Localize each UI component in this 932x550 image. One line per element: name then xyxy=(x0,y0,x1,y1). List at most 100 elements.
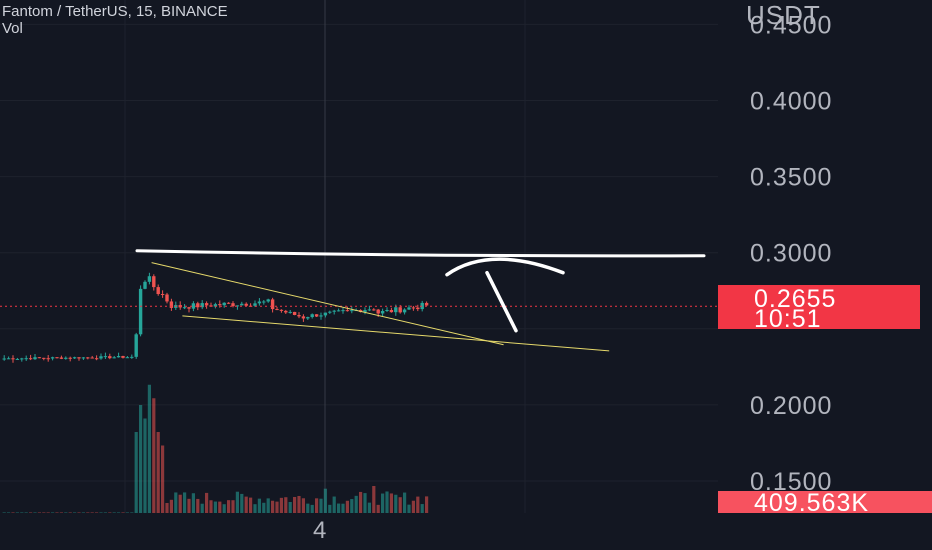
volume-bar xyxy=(420,504,424,513)
candle-body xyxy=(314,314,319,317)
candle-body xyxy=(37,357,42,359)
volume-bar xyxy=(218,501,222,513)
candle-body xyxy=(99,356,103,359)
candle-body xyxy=(226,302,231,304)
candle-body xyxy=(266,299,270,302)
volume-bar xyxy=(51,512,55,513)
lower-trendline xyxy=(182,315,610,352)
candle-body xyxy=(275,309,279,311)
candle-body xyxy=(341,310,345,312)
candle-body xyxy=(416,307,420,310)
candle-body xyxy=(332,310,336,312)
volume-bar xyxy=(7,512,11,513)
volume-bar xyxy=(262,502,266,513)
volume-bar xyxy=(297,495,301,513)
candle-body xyxy=(363,310,367,312)
volume-bar xyxy=(332,496,336,513)
candle-body xyxy=(33,357,37,360)
volume-bar xyxy=(15,512,19,513)
candle-body xyxy=(103,356,108,358)
candle-body xyxy=(284,310,288,313)
volume-bar xyxy=(376,504,380,513)
volume-bar xyxy=(235,491,239,513)
volume-bar xyxy=(90,512,94,513)
user-drawings xyxy=(0,249,718,352)
bar-countdown: 10:51 xyxy=(754,305,822,333)
candle-body xyxy=(270,299,275,310)
volume-indicator-label[interactable]: Vol xyxy=(2,20,23,37)
candle-body xyxy=(292,311,297,316)
candle-body xyxy=(336,310,341,312)
volume-bar xyxy=(306,503,310,513)
volume-bar xyxy=(389,493,393,513)
candle-body xyxy=(64,357,68,359)
volume-bar xyxy=(213,501,217,513)
volume-bar xyxy=(183,492,187,513)
volume-bar xyxy=(161,445,165,513)
volume-bar xyxy=(134,432,138,513)
volume-bar xyxy=(350,499,354,513)
candle-body xyxy=(191,303,196,309)
volume-bar xyxy=(345,500,349,513)
candle-body xyxy=(94,358,99,360)
volume-bar xyxy=(257,498,261,513)
candle-body xyxy=(240,303,244,306)
volume-bar xyxy=(293,496,297,513)
volume-bar xyxy=(139,405,143,513)
volume-bar xyxy=(249,497,253,513)
volume-bar xyxy=(196,498,200,513)
volume-bar xyxy=(108,512,112,513)
candle-body xyxy=(253,303,257,306)
volume-bar xyxy=(205,492,209,513)
candle-body xyxy=(55,357,59,359)
volume-bar xyxy=(200,503,204,513)
volume-bar xyxy=(117,512,121,513)
volume-bar xyxy=(11,512,15,513)
volume-bar xyxy=(319,498,323,513)
candle-body xyxy=(372,309,376,311)
candle-body xyxy=(222,302,226,306)
candle-body xyxy=(160,294,165,296)
candle-body xyxy=(367,309,372,311)
candle-body xyxy=(328,311,332,313)
candle-body xyxy=(121,356,125,358)
volume-bar xyxy=(165,502,169,513)
candle-body xyxy=(72,357,77,359)
volume-bar xyxy=(187,498,191,513)
volume-bar xyxy=(315,498,319,513)
volume-bar xyxy=(20,512,24,513)
arrow-head xyxy=(445,257,565,277)
candle-body xyxy=(28,358,33,360)
price-tick-label: 0.3500 xyxy=(750,164,832,192)
last-price-value: 0.2655 xyxy=(754,285,837,313)
candle-body xyxy=(218,304,222,306)
price-tick-label: 0.3000 xyxy=(750,240,832,268)
volume-bar xyxy=(209,500,213,513)
volume-bar xyxy=(301,498,305,513)
candle-body xyxy=(6,358,11,360)
candle-body xyxy=(306,317,310,319)
candle-body xyxy=(376,309,380,314)
volume-bar xyxy=(37,512,41,513)
volume-bar xyxy=(81,512,85,513)
price-tick-label: 0.2000 xyxy=(750,392,832,420)
candle-body xyxy=(86,357,90,359)
volume-bar xyxy=(68,512,72,513)
candle-body xyxy=(420,302,424,310)
volume-bar xyxy=(222,504,226,513)
volume-bar xyxy=(95,512,99,513)
volume-bar xyxy=(156,432,160,513)
volume-bar xyxy=(112,512,116,513)
candle-body xyxy=(59,357,64,359)
volume-bar xyxy=(381,493,385,513)
candle-body xyxy=(46,358,50,360)
volume-bar xyxy=(143,418,147,513)
volume-bar xyxy=(227,500,231,513)
volume-bar xyxy=(372,486,376,513)
candle-body xyxy=(143,281,147,289)
symbol-title[interactable]: Fantom / TetherUS, 15, BINANCE xyxy=(2,3,228,20)
volume-bar xyxy=(147,384,151,513)
candle-body xyxy=(125,357,130,359)
